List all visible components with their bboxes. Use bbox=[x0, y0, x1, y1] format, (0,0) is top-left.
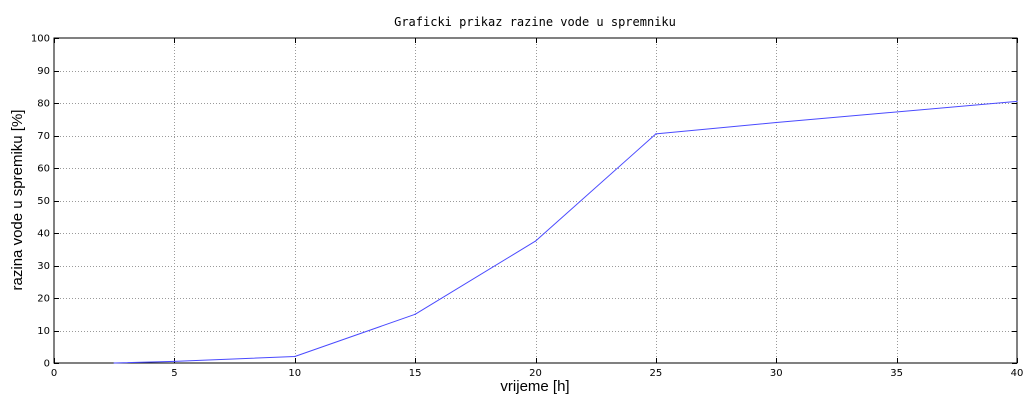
x-tick-label: 35 bbox=[890, 368, 903, 379]
y-axis-label: razina vode u spremiku [%] bbox=[9, 110, 26, 291]
y-tick-label: 60 bbox=[37, 164, 50, 175]
y-tick-label: 40 bbox=[37, 229, 50, 240]
x-tick-label: 25 bbox=[650, 368, 663, 379]
x-tick-label: 10 bbox=[288, 368, 301, 379]
y-tick-label: 50 bbox=[37, 196, 50, 207]
x-tick-label: 20 bbox=[529, 368, 542, 379]
axis-ticks bbox=[54, 38, 1018, 364]
data-point bbox=[1016, 100, 1018, 102]
x-tick-label: 40 bbox=[1011, 368, 1023, 379]
x-axis-tick-labels: 0 5 10 15 20 25 30 35 40 bbox=[51, 368, 1023, 379]
data-point bbox=[173, 360, 175, 362]
series-line bbox=[114, 100, 1018, 364]
x-tick-label: 30 bbox=[770, 368, 783, 379]
y-tick-label: 70 bbox=[37, 131, 50, 142]
y-tick-label: 80 bbox=[37, 99, 50, 110]
x-tick-label: 0 bbox=[51, 368, 57, 379]
x-axis-label: vrijeme [h] bbox=[500, 378, 569, 395]
y-tick-label: 100 bbox=[31, 34, 50, 45]
data-point bbox=[414, 313, 416, 315]
data-point bbox=[294, 355, 296, 358]
x-tick-label: 15 bbox=[409, 368, 422, 379]
data-point bbox=[775, 121, 777, 124]
data-point bbox=[655, 133, 657, 135]
x-tick-label: 5 bbox=[171, 368, 177, 379]
plot-frame bbox=[53, 37, 1018, 364]
y-tick-label: 10 bbox=[37, 326, 50, 337]
series-layer bbox=[113, 100, 1018, 364]
y-tick-label: 30 bbox=[37, 261, 50, 272]
y-tick-label: 90 bbox=[37, 66, 50, 77]
y-tick-label: 0 bbox=[44, 359, 50, 370]
data-point bbox=[534, 240, 537, 242]
data-point bbox=[113, 362, 115, 364]
y-tick-label: 20 bbox=[37, 294, 50, 305]
plot-background bbox=[54, 38, 1017, 363]
y-axis-tick-labels: 0 10 20 30 40 50 60 70 80 90 100 bbox=[31, 34, 50, 370]
grid-lines bbox=[54, 38, 1017, 363]
chart-title: Graficki prikaz razine vode u spremniku bbox=[394, 15, 676, 29]
